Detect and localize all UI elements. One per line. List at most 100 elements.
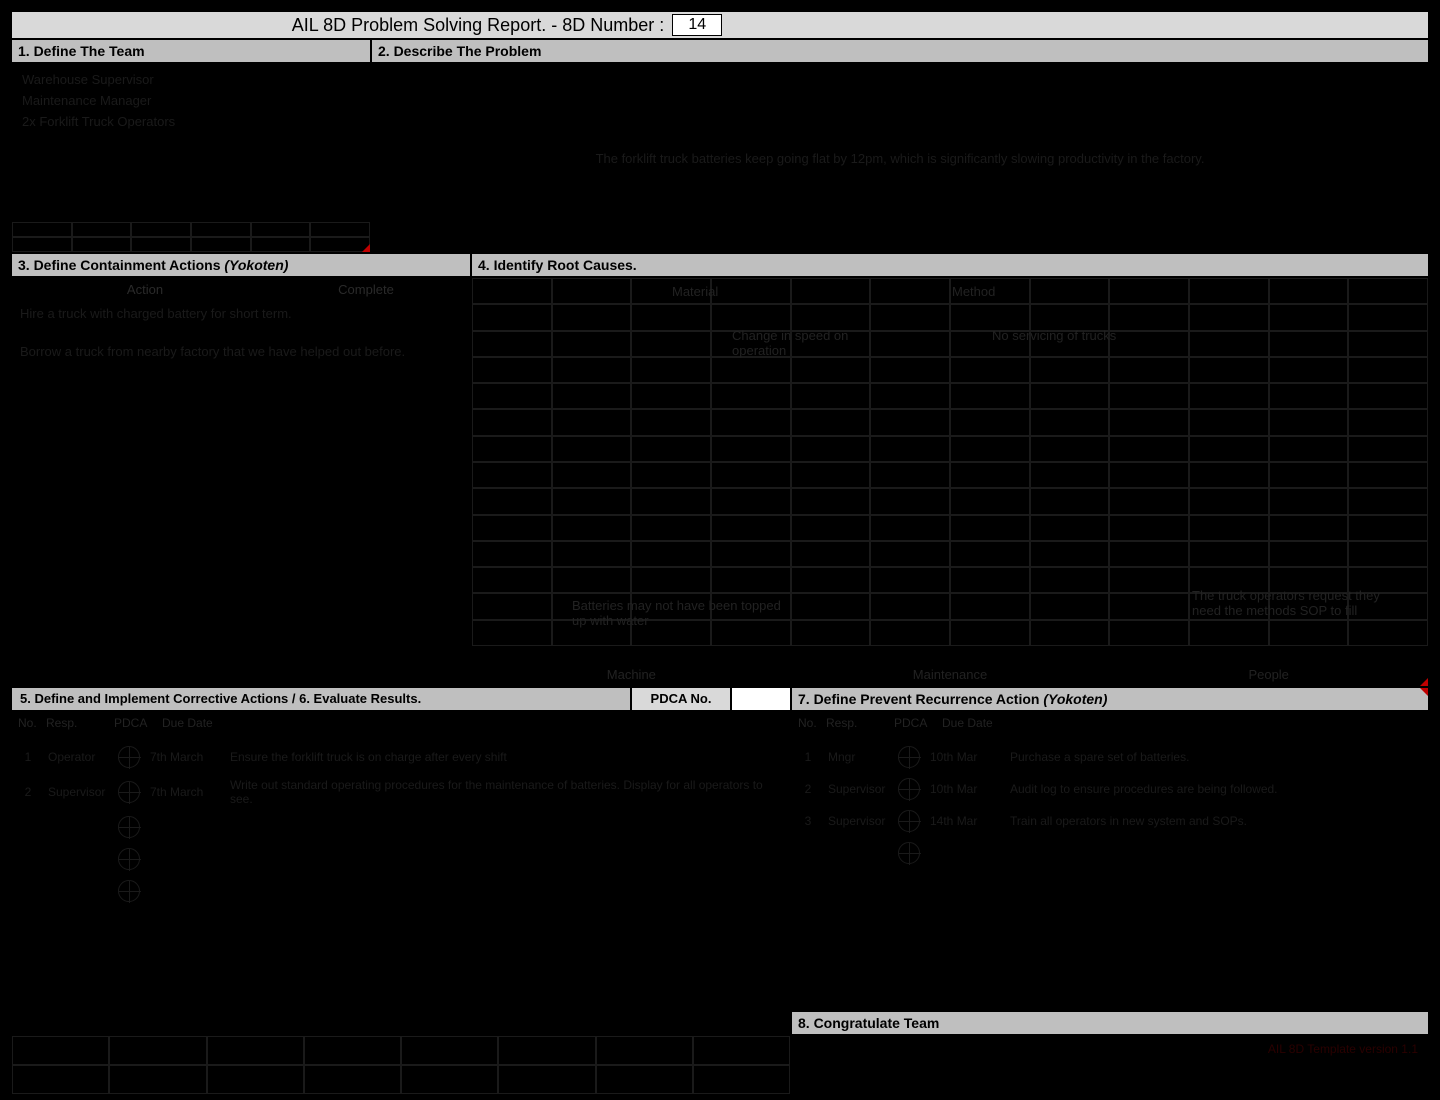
cell-due: 10th Mar bbox=[930, 782, 1000, 796]
containment-row: Borrow a truck from nearby factory that … bbox=[12, 339, 470, 365]
pdca-circle-icon bbox=[118, 848, 140, 870]
fishbone-label: Machine bbox=[472, 667, 791, 682]
section-2-header: 2. Describe The Problem bbox=[371, 39, 1429, 63]
cell-due: 10th Mar bbox=[930, 750, 1000, 764]
prevent-recurrence-box: No. Resp. PDCA Due Date 1 Mngr 10th Mar … bbox=[791, 711, 1429, 1011]
pdca-circle-icon bbox=[118, 781, 140, 803]
pdca-circle-icon bbox=[898, 746, 920, 768]
grid-overlay bbox=[12, 222, 370, 252]
pdca-circle-icon bbox=[898, 810, 920, 832]
col-no: No. bbox=[798, 716, 818, 730]
col-pdca: PDCA bbox=[894, 716, 934, 730]
col-no: No. bbox=[18, 716, 38, 730]
team-member: 2x Forklift Truck Operators bbox=[22, 112, 360, 133]
section-1-header: 1. Define The Team bbox=[11, 39, 371, 63]
row-34-body: Action Complete Hire a truck with charge… bbox=[11, 277, 1429, 687]
header-row-34: 3. Define Containment Actions (Yokoten) … bbox=[11, 253, 1429, 277]
cell-resp: Mngr bbox=[828, 750, 888, 764]
team-box: Warehouse Supervisor Maintenance Manager… bbox=[11, 63, 371, 253]
action-row: 3 Supervisor 14th Mar Train all operator… bbox=[798, 810, 1422, 832]
action-row: 2 Supervisor 10th Mar Audit log to ensur… bbox=[798, 778, 1422, 800]
section-7-label: 7. Define Prevent Recurrence Action bbox=[798, 691, 1043, 707]
section-8-spacer bbox=[11, 1011, 791, 1035]
section-3-label: 3. Define Containment Actions bbox=[18, 257, 224, 273]
action-row: 1 Mngr 10th Mar Purchase a spare set of … bbox=[798, 746, 1422, 768]
cell-resp: Supervisor bbox=[828, 814, 888, 828]
section-8-header-row: 8. Congratulate Team bbox=[11, 1011, 1429, 1035]
section-7-yokoten: (Yokoten) bbox=[1043, 691, 1107, 707]
action-col-headers: No. Resp. PDCA Due Date bbox=[12, 712, 790, 734]
cell-resp: Operator bbox=[48, 750, 108, 764]
title-text: AIL 8D Problem Solving Report. - 8D Numb… bbox=[292, 15, 664, 36]
pdca-no-value[interactable] bbox=[731, 687, 791, 711]
row-12-body: Warehouse Supervisor Maintenance Manager… bbox=[11, 63, 1429, 253]
header-row-12: 1. Define The Team 2. Describe The Probl… bbox=[11, 39, 1429, 63]
action-row bbox=[18, 816, 784, 838]
action-col-headers: No. Resp. PDCA Due Date bbox=[792, 712, 1428, 734]
action-row: 1 Operator 7th March Ensure the forklift… bbox=[18, 746, 784, 768]
section-5-header-wrap: 5. Define and Implement Corrective Actio… bbox=[11, 687, 791, 711]
fishbone-bottom-labels: Machine Maintenance People bbox=[472, 667, 1428, 682]
title-spacer bbox=[728, 14, 1148, 36]
header-row-567: 5. Define and Implement Corrective Actio… bbox=[11, 687, 1429, 711]
footer-grid-left bbox=[11, 1035, 791, 1095]
pdca-circle-icon bbox=[118, 880, 140, 902]
containment-headers: Action Complete bbox=[12, 278, 470, 301]
report-container: AIL 8D Problem Solving Report. - 8D Numb… bbox=[10, 10, 1430, 1096]
action-row bbox=[18, 880, 784, 902]
fishbone-label: No servicing of trucks bbox=[992, 328, 1172, 343]
section-7-header: 7. Define Prevent Recurrence Action (Yok… bbox=[791, 687, 1429, 711]
fishbone-label: People bbox=[1109, 667, 1428, 682]
col-pdca: PDCA bbox=[114, 716, 154, 730]
problem-box: The forklift truck batteries keep going … bbox=[371, 63, 1429, 253]
corner-marker-icon bbox=[362, 244, 370, 252]
root-cause-box: Material Method Change in speed on opera… bbox=[471, 277, 1429, 687]
section-3-yokoten: (Yokoten) bbox=[224, 257, 288, 273]
cell-due: 7th March bbox=[150, 750, 220, 764]
fishbone-label: Method bbox=[952, 284, 995, 299]
containment-box: Action Complete Hire a truck with charge… bbox=[11, 277, 471, 687]
fishbone-label: Maintenance bbox=[791, 667, 1110, 682]
section-8-header: 8. Congratulate Team bbox=[791, 1011, 1429, 1035]
version-text: AIL 8D Template version 1.1 bbox=[1268, 1042, 1418, 1056]
containment-row: Hire a truck with charged battery for sh… bbox=[12, 301, 470, 327]
fishbone-label: The truck operators request they need th… bbox=[1192, 588, 1412, 618]
cell-desc: Train all operators in new system and SO… bbox=[1010, 814, 1422, 828]
pdca-circle-icon bbox=[898, 778, 920, 800]
section-4-header: 4. Identify Root Causes. bbox=[471, 253, 1429, 277]
col-action: Action bbox=[20, 282, 270, 297]
cell-desc: Ensure the forklift truck is on charge a… bbox=[230, 750, 784, 764]
pdca-circle-icon bbox=[118, 746, 140, 768]
cell-desc: Write out standard operating procedures … bbox=[230, 778, 784, 806]
fishbone-label: Change in speed on operation bbox=[732, 328, 882, 358]
corrective-actions-table: 1 Operator 7th March Ensure the forklift… bbox=[12, 734, 790, 914]
col-resp: Resp. bbox=[46, 716, 106, 730]
footer-right: AIL 8D Template version 1.1 bbox=[791, 1035, 1429, 1095]
section-3-header: 3. Define Containment Actions (Yokoten) bbox=[11, 253, 471, 277]
col-due: Due Date bbox=[162, 716, 232, 730]
section-5-header: 5. Define and Implement Corrective Actio… bbox=[11, 687, 631, 711]
fishbone-label: Material bbox=[672, 284, 718, 299]
team-member: Maintenance Manager bbox=[22, 91, 360, 112]
col-due: Due Date bbox=[942, 716, 1012, 730]
cell-no: 1 bbox=[798, 750, 818, 764]
cell-no: 2 bbox=[798, 782, 818, 796]
cell-due: 14th Mar bbox=[930, 814, 1000, 828]
cell-due: 7th March bbox=[150, 785, 220, 799]
cell-no: 2 bbox=[18, 785, 38, 799]
pdca-circle-icon bbox=[118, 816, 140, 838]
report-number-box[interactable]: 14 bbox=[672, 14, 722, 36]
section-8-body: AIL 8D Template version 1.1 bbox=[11, 1035, 1429, 1095]
corner-marker-icon bbox=[1420, 678, 1428, 686]
team-member: Warehouse Supervisor bbox=[22, 70, 360, 91]
col-complete: Complete bbox=[270, 282, 462, 297]
title-bar: AIL 8D Problem Solving Report. - 8D Numb… bbox=[11, 11, 1429, 39]
col-resp: Resp. bbox=[826, 716, 886, 730]
prevent-actions-table: 1 Mngr 10th Mar Purchase a spare set of … bbox=[792, 734, 1428, 876]
cell-desc: Audit log to ensure procedures are being… bbox=[1010, 782, 1422, 796]
action-row: 2 Supervisor 7th March Write out standar… bbox=[18, 778, 784, 806]
cell-no: 3 bbox=[798, 814, 818, 828]
pdca-no-label: PDCA No. bbox=[631, 687, 731, 711]
problem-text: The forklift truck batteries keep going … bbox=[596, 151, 1205, 166]
corrective-actions-box: No. Resp. PDCA Due Date 1 Operator 7th M… bbox=[11, 711, 791, 1011]
